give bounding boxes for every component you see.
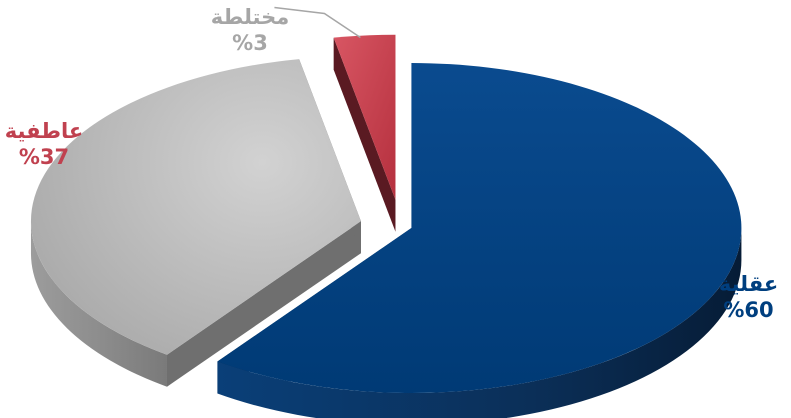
slice-emotional-top bbox=[30, 59, 361, 355]
slice-mixed-top bbox=[333, 34, 396, 200]
slice-value-emotional: %37 bbox=[18, 145, 70, 169]
slice-name-rational: عقلية bbox=[718, 272, 779, 296]
slice-value-mixed: %3 bbox=[232, 31, 268, 55]
slice-label-rational: عقلية %60 bbox=[706, 271, 791, 323]
slice-name-mixed: مختلطة bbox=[210, 5, 290, 29]
slice-label-mixed: مختلطة %3 bbox=[200, 4, 300, 56]
slice-emotional-side bbox=[30, 221, 167, 387]
slice-rational-side bbox=[217, 228, 742, 418]
slice-rational bbox=[217, 63, 742, 418]
slice-mixed-wall-start bbox=[333, 37, 396, 232]
slice-name-emotional: عاطفية bbox=[4, 119, 84, 143]
slice-emotional-wall-start bbox=[166, 221, 361, 387]
slice-rational-top bbox=[217, 63, 742, 394]
slice-value-rational: %60 bbox=[723, 298, 774, 322]
slice-label-emotional: عاطفية %37 bbox=[0, 118, 88, 170]
slice-mixed bbox=[333, 34, 396, 232]
slice-emotional bbox=[30, 59, 361, 387]
leader-line-mixed bbox=[274, 6, 361, 39]
